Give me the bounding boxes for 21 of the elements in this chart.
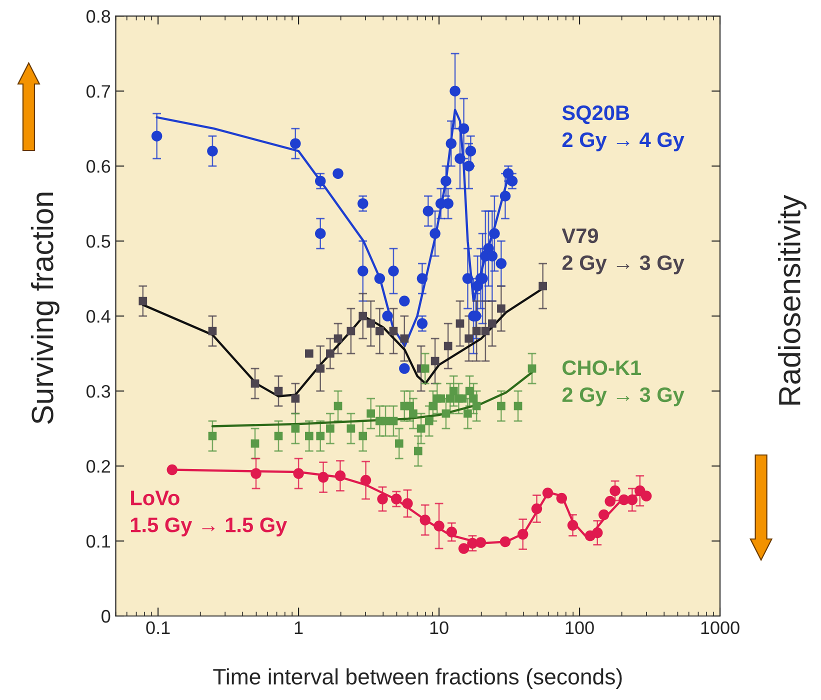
x-axis-title: Time interval between fractions (seconds): [213, 668, 622, 689]
x-tick-label: 1000: [701, 621, 740, 634]
y-tick-label: 0.3: [86, 384, 110, 398]
x-tick-label: 100: [566, 621, 594, 634]
y-tick-label: 0.4: [86, 310, 110, 323]
text: SQ20B 2 Gy → 4 Gy: [562, 105, 684, 152]
series-label: LoVo 1.5 Gy → 1.5 Gy: [130, 490, 288, 536]
series-label: CHO-K1 2 Gy → 3 Gy: [562, 360, 684, 406]
y-tick-label: 0.5: [86, 234, 110, 248]
y-tick-label: 0: [102, 610, 110, 623]
y-tick-label: 0.2: [86, 460, 110, 473]
y-axis-title: Surviving fraction: [30, 192, 60, 424]
x-tick-label: 1: [294, 622, 303, 634]
y-tick-label: 0.7: [86, 85, 110, 98]
x-tick-label: 10: [430, 621, 448, 634]
x-tick-label: 0.1: [146, 621, 170, 634]
series-label: V79 2 Gy → 3 Gy: [562, 228, 684, 274]
y-tick-label: 0.1: [86, 534, 110, 548]
y-tick-label: 0.8: [86, 10, 110, 23]
y2-axis-title: Radiosensitivity: [778, 194, 807, 405]
y-tick-label: 0.6: [86, 160, 110, 173]
